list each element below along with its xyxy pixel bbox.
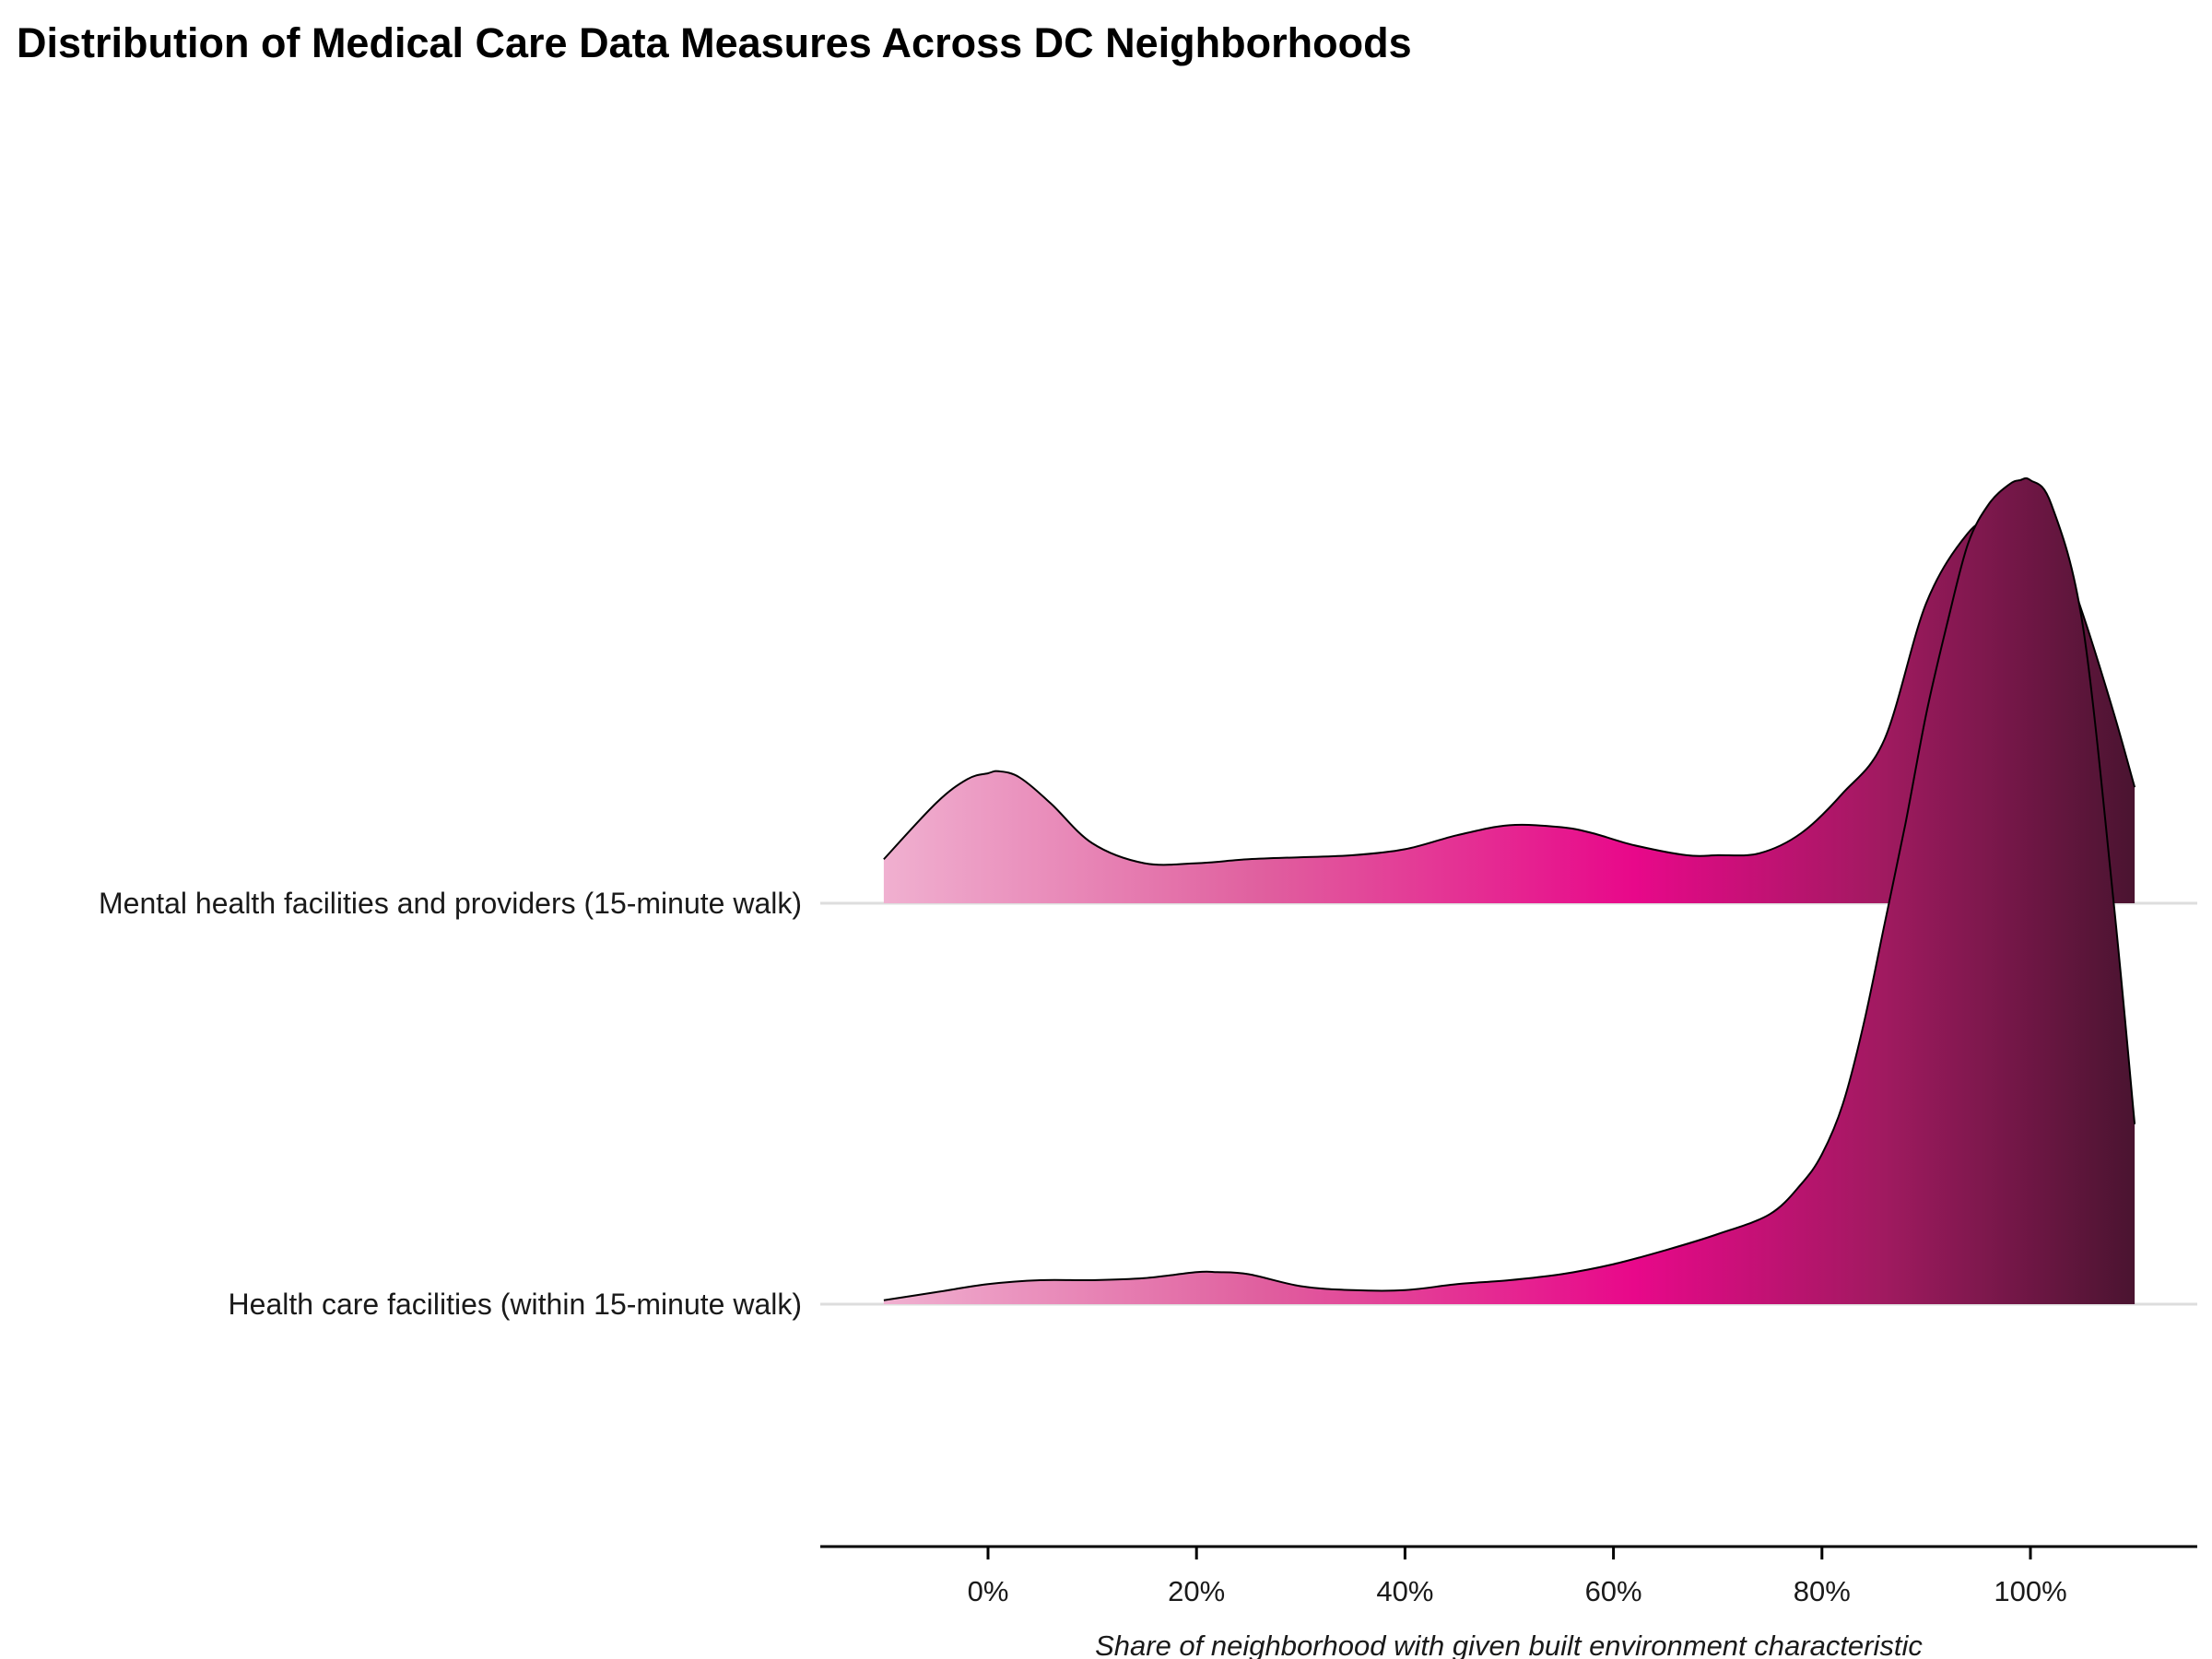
x-tick-label: 0% <box>968 1575 1009 1607</box>
x-axis-ticks: 0% 20% 40% 60% 80% 100% <box>968 1547 2067 1607</box>
ridge-areas <box>883 477 2136 1304</box>
x-tick-label: 80% <box>1794 1575 1851 1607</box>
chart-title: Distribution of Medical Care Data Measur… <box>17 19 1412 66</box>
x-tick-label: 100% <box>1994 1575 2066 1607</box>
x-axis-label: Share of neighborhood with given built e… <box>1095 1630 1923 1659</box>
ridge-area <box>883 477 2136 1304</box>
y-axis-label: Health care facilities (within 15-minute… <box>229 1288 802 1321</box>
x-tick-label: 40% <box>1376 1575 1433 1607</box>
x-tick-label: 60% <box>1585 1575 1642 1607</box>
y-axis-label: Mental health facilities and providers (… <box>99 887 802 920</box>
x-tick-label: 20% <box>1168 1575 1225 1607</box>
ridge-outline <box>883 477 2136 1301</box>
y-axis-labels: Mental health facilities and providers (… <box>99 887 802 1321</box>
